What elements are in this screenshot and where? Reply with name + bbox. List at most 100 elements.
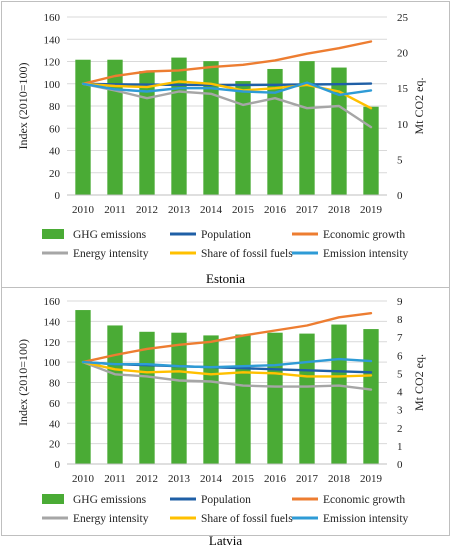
bar-ghg-emissions: [331, 67, 347, 195]
y-left-tick-label: 80: [49, 101, 61, 113]
y-left-axis-title: Index (2010=100): [16, 339, 30, 426]
chart-caption-latvia: Latvia: [208, 533, 243, 548]
y-right-tick-label: 6: [397, 350, 403, 362]
chart-estonia: 0 20 40 60 80 100 120 140 160 0 5 10 15 20 25 Index (20…: [16, 12, 426, 260]
x-tick-label: 2010: [72, 473, 95, 485]
chart-caption-estonia: Estonia: [206, 271, 245, 286]
legend-label: Emission intensity: [323, 513, 409, 525]
legend-label: Share of fossil fuels: [201, 513, 293, 525]
line-emission-intensity: [81, 357, 373, 369]
legend-label: Economic growth: [323, 229, 405, 241]
y-right-tick-label: 1: [397, 441, 403, 453]
bar-ghg-emissions: [267, 332, 283, 464]
bar-ghg-emissions: [299, 333, 315, 464]
bar-ghg-emissions: [203, 61, 219, 196]
line-economic-growth: [81, 312, 373, 364]
line-population: [81, 82, 373, 87]
x-tick-label: 2018: [328, 473, 351, 485]
bar-ghg-emissions: [363, 329, 379, 464]
x-tick-label: 2012: [136, 204, 158, 216]
x-tick-label: 2011: [104, 204, 126, 216]
y-left-tick-label: 140: [44, 316, 61, 328]
x-tick-label: 2016: [264, 473, 287, 485]
y-left-tick-label: 20: [49, 439, 61, 451]
y-right-tick-label: 25: [397, 12, 409, 24]
chart-latvia: 0 20 40 60 80 100 120 140 160 0 1 2 3 4 5 6 7 8 9 Index (20…: [16, 296, 426, 525]
y-left-tick-label: 120: [44, 337, 61, 349]
bar-ghg-emissions: [107, 59, 123, 195]
y-right-tick-label: 3: [397, 405, 403, 417]
bar-ghg-emissions: [171, 57, 187, 195]
y-right-tick-label: 0: [397, 459, 403, 471]
bar-ghg-emissions: [75, 59, 91, 195]
bar-ghg-emissions: [299, 61, 315, 196]
line-emission-intensity: [81, 81, 373, 97]
y-right-tick-label: 9: [397, 296, 403, 308]
x-tick-label: 2015: [232, 204, 255, 216]
line-economic-growth: [81, 40, 373, 86]
bar-ghg-emissions: [203, 335, 219, 464]
bar-ghg-emissions: [139, 71, 155, 195]
y-left-tick-label: 100: [44, 79, 61, 91]
x-tick-label: 2010: [72, 204, 95, 216]
x-tick-label: 2013: [168, 204, 191, 216]
y-left-tick-label: 60: [49, 398, 61, 410]
x-tick-label: 2011: [104, 473, 126, 485]
y-right-axis-title: Mt CO2 eq.: [412, 78, 426, 135]
x-tick-label: 2012: [136, 473, 158, 485]
bar-ghg-emissions: [235, 334, 251, 464]
legend-label: GHG emissions: [73, 494, 147, 506]
line-energy-intensity: [81, 360, 373, 391]
x-tick-label: 2019: [360, 473, 383, 485]
line-share-of-fossil-fuels: [81, 360, 373, 378]
x-tick-label: 2016: [264, 204, 287, 216]
y-left-tick-label: 40: [49, 418, 61, 430]
legend-label: Economic growth: [323, 494, 405, 506]
y-left-tick-label: 100: [44, 357, 61, 369]
y-right-tick-label: 5: [397, 368, 403, 380]
y-left-tick-label: 0: [55, 190, 61, 202]
bar-ghg-emissions: [139, 331, 155, 464]
x-tick-label: 2014: [200, 473, 223, 485]
x-tick-label: 2014: [200, 204, 223, 216]
legend-label: Energy intensity: [73, 248, 149, 260]
y-left-tick-label: 60: [49, 123, 61, 135]
y-left-tick-label: 20: [49, 168, 61, 180]
y-left-tick-label: 160: [44, 296, 61, 308]
bar-ghg-emissions: [235, 81, 251, 195]
x-tick-label: 2017: [296, 204, 319, 216]
y-left-tick-label: 80: [49, 378, 61, 390]
y-left-tick-label: 140: [44, 34, 61, 46]
y-right-tick-label: 5: [397, 154, 403, 166]
y-left-tick-label: 0: [55, 459, 61, 471]
legend-swatch-box: [42, 229, 64, 239]
x-tick-label: 2015: [232, 473, 255, 485]
bar-ghg-emissions: [107, 325, 123, 464]
legend-label: GHG emissions: [73, 229, 147, 241]
x-tick-label: 2019: [360, 204, 383, 216]
y-right-tick-label: 15: [397, 83, 409, 95]
legend-label: Population: [201, 494, 251, 506]
legend-label: Population: [201, 229, 251, 241]
y-left-axis-title: Index (2010=100): [16, 62, 30, 149]
bar-ghg-emissions: [363, 106, 379, 195]
y-right-tick-label: 2: [397, 423, 403, 435]
bar-ghg-emissions: [171, 332, 187, 464]
legend-label: Share of fossil fuels: [201, 248, 293, 260]
bar-ghg-emissions: [75, 310, 91, 464]
y-left-tick-label: 120: [44, 57, 61, 69]
legend-label: Emission intensity: [323, 248, 409, 260]
x-tick-label: 2013: [168, 473, 191, 485]
y-right-tick-label: 8: [397, 314, 403, 326]
chart-panel-estonia: 0 20 40 60 80 100 120 140 160 0 5 10 15 20 25 Index (20…: [1, 1, 450, 290]
y-right-tick-label: 0: [397, 190, 403, 202]
x-tick-label: 2018: [328, 204, 351, 216]
y-right-tick-label: 20: [397, 48, 409, 60]
chart-panel-latvia: 0 20 40 60 80 100 120 140 160 0 1 2 3 4 5 6 7 8 9 Index (20…: [1, 287, 450, 536]
y-right-tick-label: 10: [397, 119, 409, 131]
y-right-axis-title: Mt CO2 eq.: [412, 354, 426, 411]
y-right-tick-label: 4: [397, 387, 403, 399]
legend-swatch-box: [42, 494, 64, 504]
y-left-tick-label: 40: [49, 146, 61, 158]
x-tick-label: 2017: [296, 473, 319, 485]
